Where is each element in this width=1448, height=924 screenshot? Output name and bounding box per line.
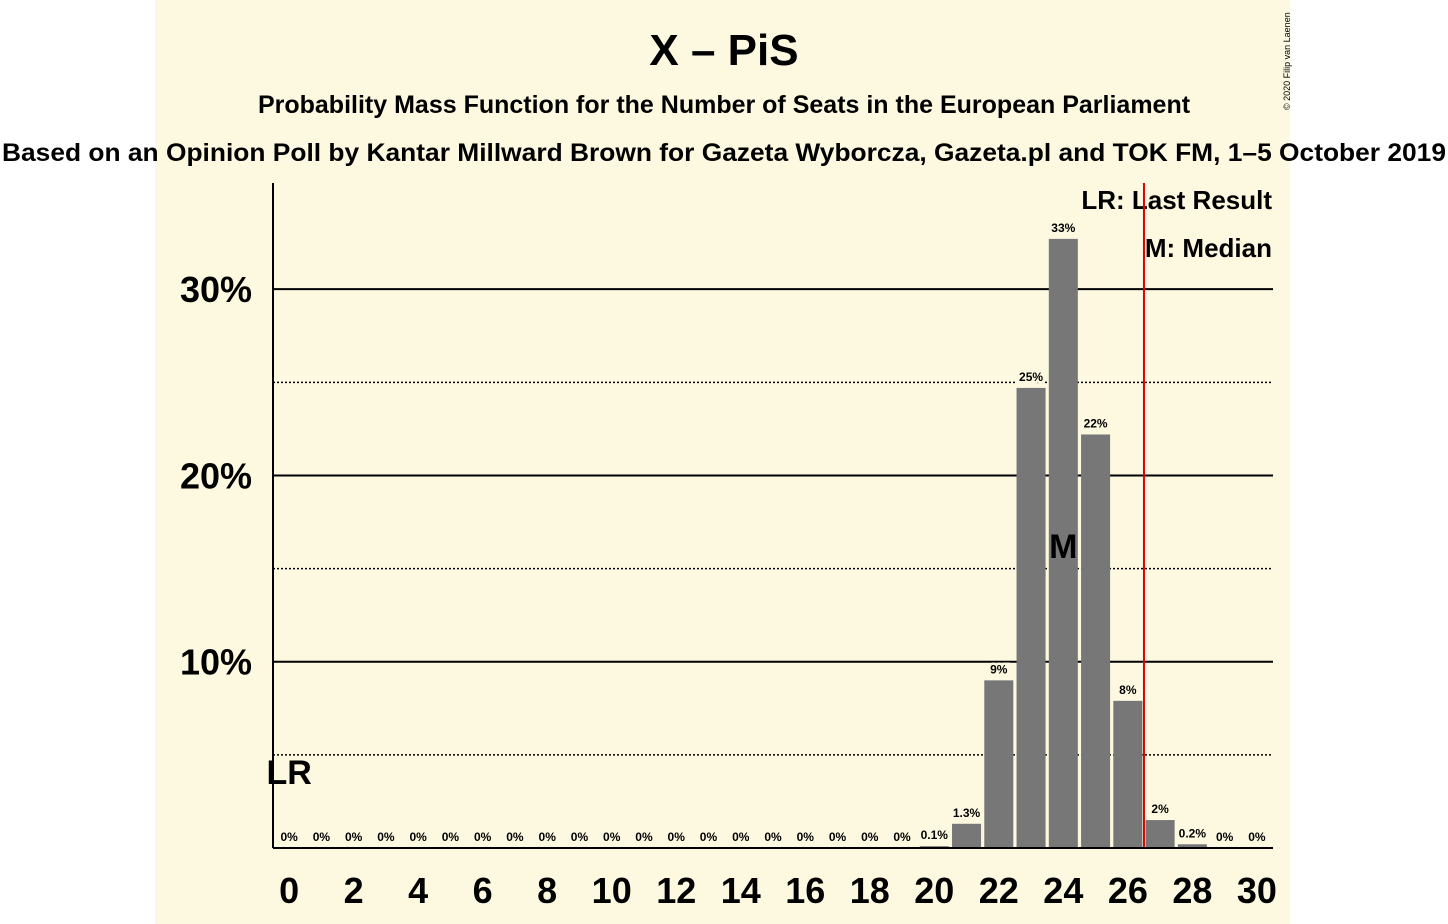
value-label: 0.1% [921,828,949,842]
x-tick-label: 26 [1108,870,1148,911]
x-tick-label: 20 [914,870,954,911]
value-label: 0% [539,830,557,844]
value-label: 0% [829,830,847,844]
value-label: 1.3% [953,806,981,820]
y-tick-label: 10% [180,642,252,683]
value-label: 0% [571,830,589,844]
value-label: 0% [474,830,492,844]
caption: Based on an Opinion Poll by Kantar Millw… [2,139,1446,167]
x-tick-label: 14 [721,870,761,911]
chart-title: X – PiS [649,26,798,75]
value-label: 8% [1119,683,1137,697]
value-label: 0% [280,830,298,844]
value-label: 0% [409,830,427,844]
x-tick-label: 10 [592,870,632,911]
value-label: 25% [1019,370,1043,384]
value-label: 2% [1151,802,1169,816]
legend-entry: M: Median [1145,233,1272,263]
x-tick-label: 22 [979,870,1019,911]
y-tick-label: 20% [180,455,252,496]
bar [1048,238,1078,849]
value-label: 0% [700,830,718,844]
x-tick-label: 0 [279,870,299,911]
bar [952,823,982,848]
y-tick-label: 30% [180,269,252,310]
value-label: 0.2% [1179,826,1207,840]
bar [1113,700,1143,848]
x-tick-label: 2 [344,870,364,911]
value-label: 0% [345,830,363,844]
bar [1145,820,1175,848]
subtitle: Probability Mass Function for the Number… [258,91,1191,119]
value-label: 0% [668,830,686,844]
value-label: 0% [377,830,395,844]
bar [984,680,1014,848]
bar [1081,434,1111,848]
value-label: 9% [990,662,1008,676]
x-tick-label: 18 [850,870,890,911]
value-label: 22% [1084,416,1108,430]
legend-entry: LR: Last Result [1081,185,1272,215]
copyright: © 2020 Filip van Laenen [1282,12,1292,110]
value-label: 0% [732,830,750,844]
value-label: 0% [861,830,879,844]
bar [1016,387,1046,848]
x-tick-label: 28 [1172,870,1212,911]
value-label: 0% [506,830,524,844]
value-label: 0% [797,830,815,844]
value-label: 0% [442,830,460,844]
last-result-marker: LR [266,754,311,792]
value-label: 0% [603,830,621,844]
value-label: 0% [764,830,782,844]
x-tick-label: 16 [785,870,825,911]
median-marker: M [1049,528,1077,566]
x-tick-label: 12 [656,870,696,911]
x-tick-label: 24 [1043,870,1083,911]
x-tick-label: 6 [473,870,493,911]
value-label: 0% [1248,830,1266,844]
bar [1177,844,1207,848]
value-label: 0% [313,830,331,844]
x-tick-label: 30 [1237,870,1277,911]
value-label: 0% [1216,830,1234,844]
value-label: 33% [1051,221,1075,235]
x-tick-label: 4 [408,870,428,911]
value-label: 0% [635,830,653,844]
x-tick-label: 8 [537,870,557,911]
value-label: 0% [893,830,911,844]
